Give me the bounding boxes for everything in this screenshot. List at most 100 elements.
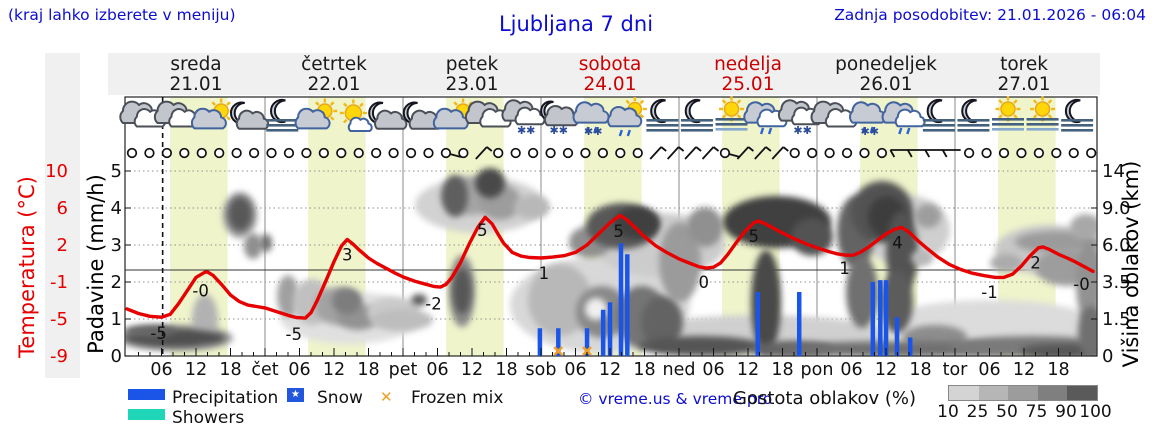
precip-tick-label: 3 [111,235,122,256]
cloud-blob [528,264,592,336]
wind-symbol-calm [371,147,382,159]
moon-icon [926,98,943,124]
fog-icon [680,119,713,132]
precip-bar [537,328,543,356]
weather-icon-sun-cloud [294,98,338,130]
wind-symbol-calm [545,147,556,159]
weather-icon-moon-cloud [230,101,270,130]
wind-symbol-calm [615,147,626,159]
cloud-blob [332,288,362,314]
cloud-icon [607,106,643,128]
temperature-label: 4 [892,233,903,252]
sun-icon [719,96,745,122]
menu-hint: (kraj lahko izberete v meniju) [8,6,236,24]
day-name: nedelja [714,54,782,75]
temp-tick-label: 6 [57,198,68,219]
weather-icon-sun-cloud-small [339,99,373,132]
wind-symbol-calm [632,147,643,159]
day-abbr-label: čet [251,360,278,380]
cloud-blob [1070,214,1097,240]
fog-icon [1061,119,1094,132]
cloud-blob [514,195,550,219]
cloud-blob [641,296,683,348]
precip-bar [883,280,889,356]
weather-icon-sun-fog [1026,96,1059,131]
day-date: 24.01 [584,74,637,95]
wind-symbol-calm [283,147,295,159]
hour-label: 12 [323,360,345,380]
wind-symbol-barb [907,149,926,158]
hour-label: 06 [978,360,1000,380]
copyright: © vreme.us & vreme.pro [578,390,773,408]
cloud-blob [453,268,471,314]
cloud-density-label: Gostota oblakov (%) [733,388,917,409]
temp-axis-band [45,53,80,378]
precip-tick-label: 0 [111,346,122,367]
wind-symbol-calm [789,147,800,159]
cloud-blob [911,250,933,266]
temperature-label: -0 [192,281,208,300]
fog-icon [957,119,990,132]
precip-bar [796,291,802,356]
sun-icon [1030,96,1056,122]
fog-icon [646,119,679,132]
snow-marks-icon: ✱✱ [793,124,811,137]
cloud-blob [442,175,468,217]
hour-label: 12 [737,360,759,380]
cloud-tick-label: 0 [1102,346,1113,367]
rain-marks-icon [898,127,911,135]
cloud-tick-label: 6.0 [1102,235,1131,256]
hour-label: 06 [426,360,448,380]
temp-tick-label: 10 [45,161,68,182]
last-update: Zadnja posodobitev: 21.01.2026 - 06:04 [834,6,1146,24]
cloud-density-ticks: 10 25 50 75 90 100 [0,402,1152,422]
page-title: Ljubljana 7 dni [498,12,654,36]
cloud-blob [915,204,941,228]
frozen-mix-marker [553,346,564,356]
wind-symbol-calm [144,147,155,159]
wind-symbol-barb [924,149,944,158]
cloud-blob [846,256,878,328]
wind-symbol-barb [736,146,754,160]
hour-label: 06 [702,360,724,380]
weather-icon-cloud-rain [743,101,788,135]
hour-label: 18 [909,360,931,380]
weather-icon-sun-fog [992,96,1024,131]
snow-marks-icon: ✱✱ [584,125,602,138]
day-date: 22.01 [308,74,361,95]
precip-tick-label: 1 [111,309,122,330]
wind-symbol-calm [248,147,260,159]
hour-label: 12 [875,360,897,380]
cloud-blob [614,207,660,239]
wind-symbol-calm [458,147,469,159]
cloud-tick-label: 14 [1102,161,1125,182]
day-header-band [108,53,1100,95]
hour-label: 06 [150,360,172,380]
legend-snow: Snow [317,388,363,408]
day-abbr-label: pon [801,360,834,380]
fog-icon [992,118,1024,131]
moon-icon [684,98,701,124]
temperature-label: 5 [477,221,488,240]
wind-symbol-calm [318,147,329,159]
hour-label: 18 [771,360,793,380]
cloud-icon [294,107,331,130]
precip-bar [607,302,613,356]
temperature-label: 1 [839,259,850,278]
wind-symbol-calm [510,147,521,159]
hour-label: 12 [461,360,483,380]
cloud-density-tick: 10 [937,402,959,422]
cloud-blob [244,233,262,259]
wind-symbol-barb [701,146,720,160]
cloud-blob [881,271,913,333]
weather-icon-moon-cloud [368,101,408,130]
gradient-segment [949,386,979,400]
wind-symbol-calm [353,147,364,159]
wind-symbol-calm [196,147,207,159]
day-abbr-label: sob [526,360,557,380]
snow-marks-icon: ✱✱ [861,125,879,138]
cloud-icon [235,109,270,130]
weather-icon-cloudy [119,100,166,128]
precip-bar [755,291,761,356]
